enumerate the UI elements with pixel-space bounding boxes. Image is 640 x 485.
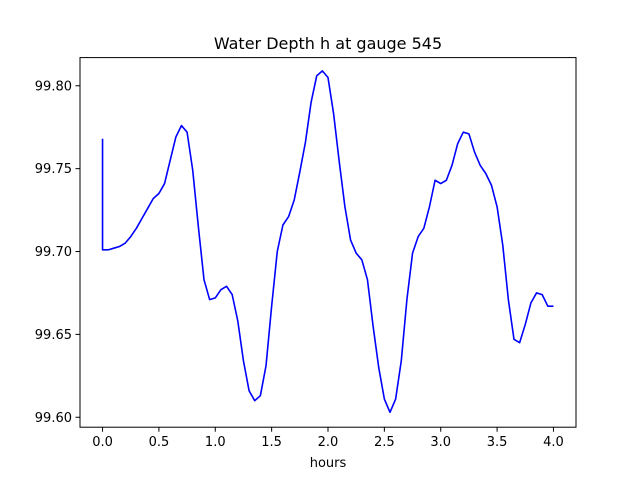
x-tick-label: 2.0 <box>318 435 339 450</box>
x-tick-label: 3.5 <box>487 435 508 450</box>
chart-title: Water Depth h at gauge 545 <box>214 34 442 53</box>
y-tick-label: 99.65 <box>35 328 72 343</box>
x-axis-label: hours <box>310 456 347 471</box>
x-tick-label: 1.0 <box>205 435 226 450</box>
x-tick-label: 3.0 <box>430 435 451 450</box>
x-tick-label: 2.5 <box>374 435 395 450</box>
x-tick-label: 0.0 <box>92 435 113 450</box>
x-tick-label: 0.5 <box>149 435 170 450</box>
series-line-0 <box>101 70 554 414</box>
x-axis: 0.0 0.5 1.0 1.5 2.0 2.5 3.0 3.5 4.0 <box>92 427 564 450</box>
y-tick-label: 99.80 <box>35 79 72 94</box>
x-tick-label: 4.0 <box>543 435 564 450</box>
y-tick-label: 99.70 <box>35 245 72 260</box>
axes-frame <box>79 57 577 428</box>
x-tick-label: 1.5 <box>261 435 282 450</box>
plot-area <box>101 70 554 414</box>
y-tick-label: 99.60 <box>35 411 72 426</box>
y-tick-label: 99.75 <box>35 162 72 177</box>
y-axis: 99.60 99.65 99.70 99.75 99.80 <box>35 79 80 426</box>
